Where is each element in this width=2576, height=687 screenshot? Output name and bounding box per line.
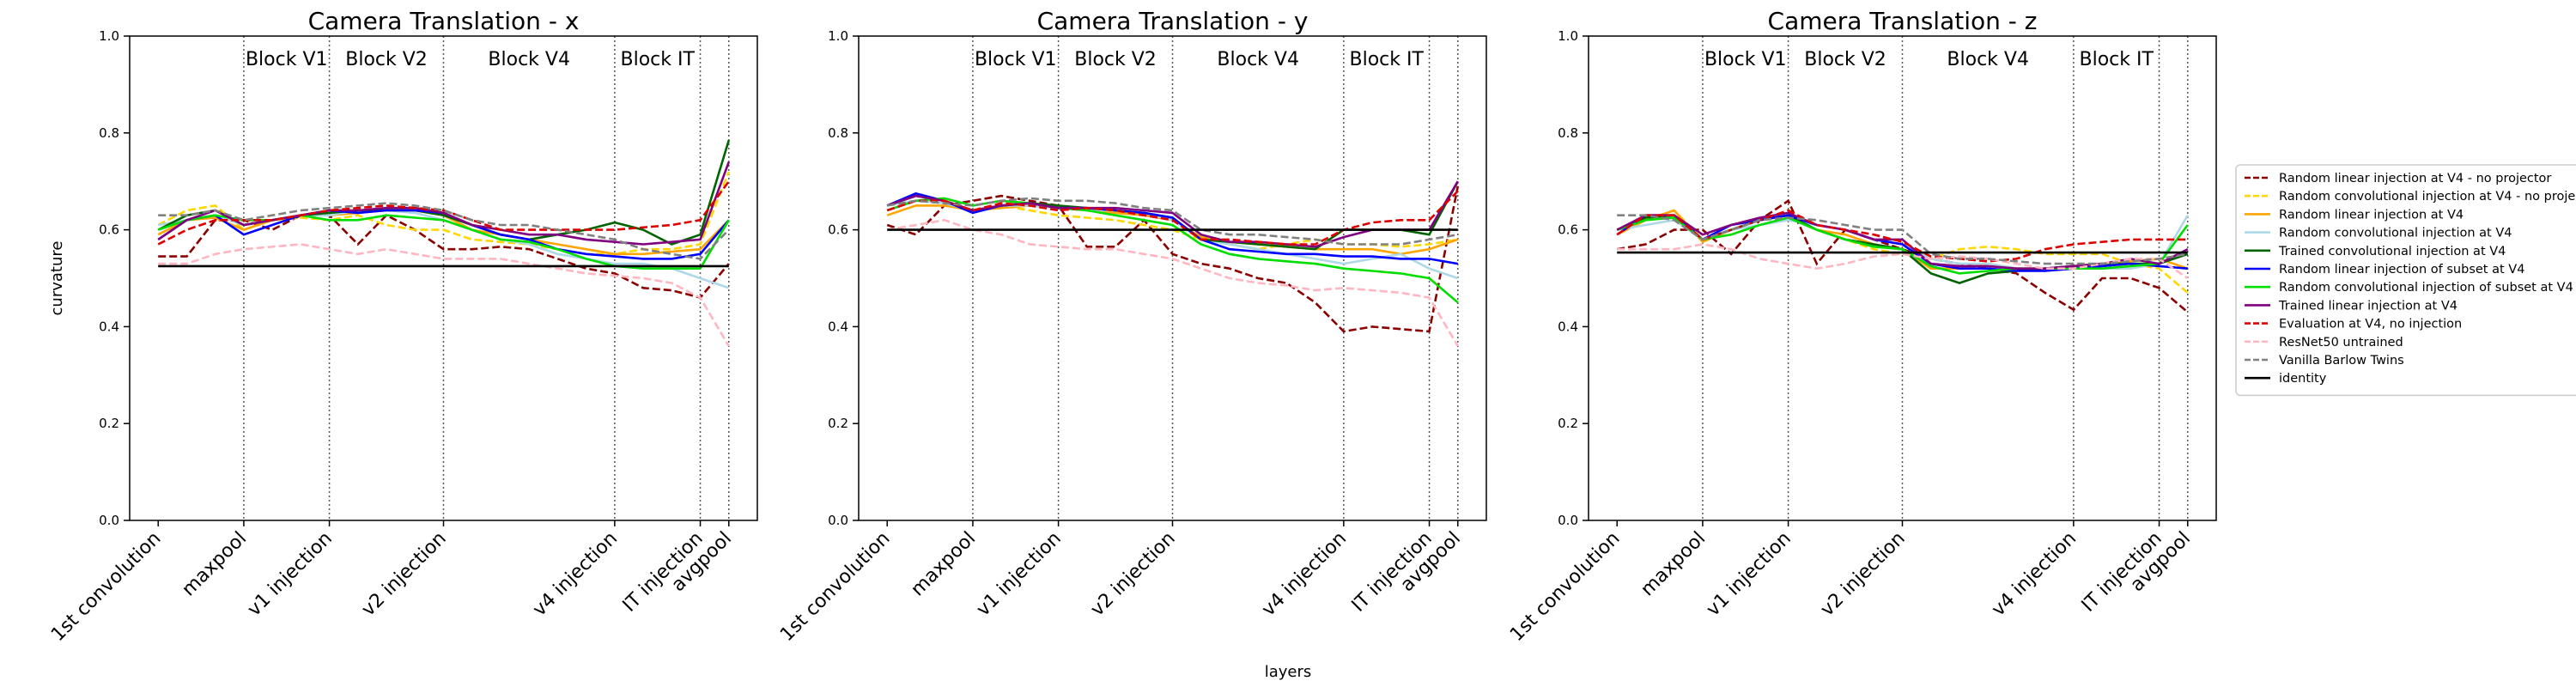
block-label: Block V1 (975, 49, 1057, 70)
series-line (1616, 214, 2188, 272)
legend-label: identity (2279, 372, 2327, 386)
y-tick-label: 0.8 (99, 125, 119, 141)
y-tick-label: 0.4 (1558, 319, 1578, 334)
series-line (157, 161, 731, 246)
x-tick-label: 1st convolution (776, 528, 894, 646)
block-label: Block V4 (488, 49, 570, 70)
y-tick-label: 1.0 (99, 28, 119, 44)
y-tick-label: 0.6 (99, 222, 119, 238)
x-tick-label: v4 injection (1988, 528, 2081, 621)
y-tick-label: 0.0 (828, 513, 848, 528)
series-line (157, 171, 731, 256)
legend-label: Trained linear injection at V4 (2278, 299, 2458, 313)
legend-label: Random linear injection at V4 (2279, 208, 2464, 222)
block-label: Block V2 (1074, 49, 1157, 70)
x-tick-label: maxpool (1637, 528, 1710, 601)
legend-label: Trained convolutional injection at V4 (2278, 245, 2506, 258)
x-tick-label: v1 injection (244, 528, 337, 621)
x-tick-label: v2 injection (1817, 528, 1910, 621)
x-tick-label: v2 injection (358, 528, 451, 621)
x-axis-label: layers (1265, 663, 1312, 681)
y-tick-label: 0.8 (1558, 125, 1578, 141)
y-tick-label: 0.2 (828, 416, 848, 431)
block-label: Block V1 (246, 49, 328, 70)
legend-label: Random linear injection of subset at V4 (2279, 263, 2524, 277)
series-line (157, 180, 730, 246)
series-line (158, 202, 730, 260)
y-tick-label: 0.6 (828, 222, 848, 238)
series-line (1616, 209, 2188, 263)
x-tick-label: 1st convolution (47, 528, 165, 646)
series-line (158, 243, 730, 347)
x-tick-label: v2 injection (1087, 528, 1180, 621)
series-line (1617, 243, 2189, 280)
block-label: Block V2 (345, 49, 428, 70)
y-tick-label: 1.0 (828, 28, 848, 44)
legend-label: ResNet50 untrained (2279, 336, 2403, 350)
legend-label: Random linear injection at V4 - no proje… (2279, 172, 2551, 185)
series-line (886, 192, 1459, 265)
series-line (886, 190, 1459, 246)
legend-label: Random convolutional injection of subset… (2279, 281, 2573, 295)
x-tick-label: 1st convolution (1506, 528, 1624, 646)
legend-label: Random convolutional injection at V4 - n… (2279, 190, 2576, 204)
block-label: Block IT (620, 49, 695, 70)
axes-frame (129, 35, 758, 521)
series-line (886, 185, 1460, 333)
series-line (886, 180, 1459, 248)
y-tick-label: 0.8 (828, 125, 848, 141)
legend-label: Vanilla Barlow Twins (2279, 354, 2404, 368)
y-tick-label: 1.0 (1558, 28, 1578, 44)
block-label: Block V2 (1804, 49, 1886, 70)
legend-box (2235, 164, 2576, 397)
chart-title: Camera Translation - z (1768, 7, 2038, 35)
series-line (1616, 209, 2189, 294)
series-line (886, 197, 1459, 246)
y-tick-label: 0.4 (828, 319, 848, 334)
block-label: Block V1 (1704, 49, 1787, 70)
y-tick-label: 0.0 (1558, 513, 1578, 528)
axes-frame (858, 35, 1487, 521)
x-tick-label: maxpool (178, 528, 251, 601)
y-tick-label: 0.2 (99, 416, 119, 431)
block-label: Block V4 (1947, 49, 2029, 70)
x-tick-label: v1 injection (1703, 528, 1795, 621)
x-tick-label: v4 injection (1258, 528, 1351, 621)
y-tick-label: 0.2 (1558, 416, 1578, 431)
legend-label: Random convolutional injection at V4 (2279, 227, 2512, 240)
legend-label: Evaluation at V4, no injection (2279, 318, 2462, 331)
series-line (1616, 216, 2189, 275)
series-line (1617, 214, 2189, 265)
x-tick-label: maxpool (907, 528, 980, 601)
series-line (157, 214, 730, 270)
y-tick-label: 0.6 (1558, 222, 1578, 238)
axes-frame (1588, 35, 2217, 521)
y-axis-label: curvature (48, 241, 66, 316)
y-tick-label: 0.4 (99, 319, 119, 334)
x-tick-label: v1 injection (973, 528, 1066, 621)
series-line (886, 218, 1459, 347)
x-tick-label: v4 injection (529, 528, 622, 621)
chart-title: Camera Translation - y (1037, 7, 1309, 35)
block-label: Block V4 (1217, 49, 1299, 70)
y-tick-label: 0.0 (99, 513, 119, 528)
block-label: Block IT (1349, 49, 1424, 70)
chart-title: Camera Translation - x (308, 7, 580, 35)
block-label: Block IT (2079, 49, 2154, 70)
